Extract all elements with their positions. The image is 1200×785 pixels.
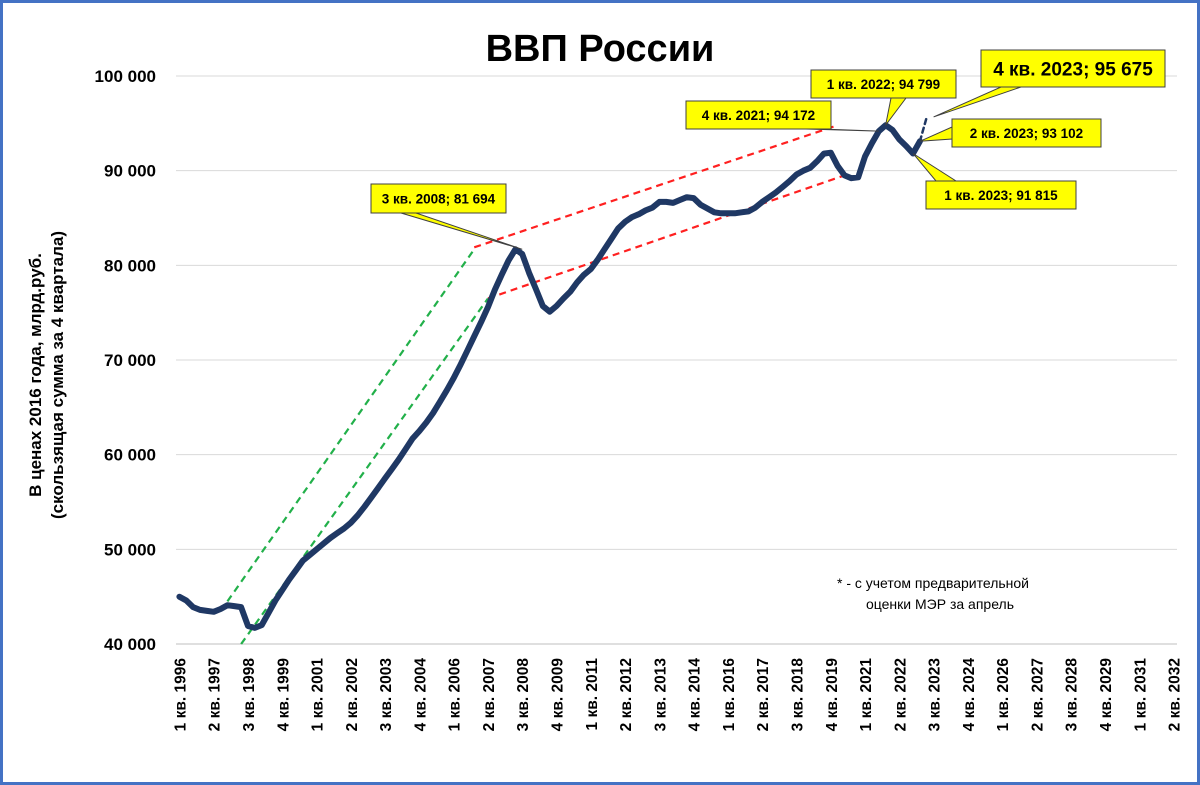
callout-label: 4 кв. 2021; 94 172 bbox=[702, 108, 815, 123]
x-tick-label: 2 кв. 2012 bbox=[618, 658, 635, 731]
x-tick-label: 1 кв. 2016 bbox=[721, 658, 738, 732]
x-tick-label: 2 кв. 2027 bbox=[1029, 658, 1046, 731]
y-axis-label-line1: В ценах 2016 года, млрд.руб. bbox=[26, 253, 45, 497]
y-tick-label: 80 000 bbox=[104, 256, 156, 275]
x-tick-label: 4 кв. 2004 bbox=[412, 658, 429, 732]
x-tick-label: 4 кв. 2019 bbox=[824, 658, 841, 732]
callout-label: 4 кв. 2023; 95 675 bbox=[993, 60, 1153, 81]
y-tick-label: 60 000 bbox=[104, 446, 156, 465]
note-line2: оценки МЭР за апрель bbox=[866, 596, 1014, 612]
series-lines bbox=[176, 115, 929, 631]
x-tick-label: 4 кв. 2009 bbox=[550, 658, 567, 732]
callout-label: 1 кв. 2022; 94 799 bbox=[827, 77, 940, 92]
gdp-line bbox=[176, 122, 923, 631]
x-tick-label: 3 кв. 1998 bbox=[241, 658, 258, 732]
x-tick-label: 2 кв. 1997 bbox=[207, 658, 224, 731]
chart-title: ВВП России bbox=[486, 28, 715, 70]
trend-line bbox=[487, 174, 845, 300]
x-tick-label: 1 кв. 2021 bbox=[858, 658, 875, 732]
x-tick-label: 1 кв. 1996 bbox=[172, 658, 189, 732]
x-tick-label: 2 кв. 2017 bbox=[755, 658, 772, 731]
callout-box bbox=[685, 100, 832, 130]
y-tick-label: 90 000 bbox=[104, 162, 156, 181]
y-tick-label: 50 000 bbox=[104, 540, 156, 559]
trend-line bbox=[226, 248, 476, 603]
trend-line bbox=[240, 297, 489, 645]
note-line1: * - с учетом предварительной bbox=[837, 575, 1029, 591]
callouts: 3 кв. 2008; 81 694 4 кв. 2021; 94 172 1 кв… bbox=[370, 49, 1166, 250]
x-tick-label: 3 кв. 2003 bbox=[378, 658, 395, 732]
y-tick-label: 70 000 bbox=[104, 351, 156, 370]
gdp-chart: ВВП России В ценах 2016 года, млрд.руб. … bbox=[26, 28, 1184, 732]
callout-box bbox=[370, 183, 507, 214]
callout-pointer bbox=[400, 212, 523, 250]
trend-line bbox=[473, 124, 838, 249]
x-tick-label: 1 кв. 2001 bbox=[310, 658, 327, 732]
callout-pointer bbox=[919, 126, 953, 142]
x-tick-label: 1 кв. 2031 bbox=[1132, 658, 1149, 732]
x-tick-label: 3 кв. 2013 bbox=[652, 658, 669, 732]
x-tick-label: 2 кв. 2007 bbox=[481, 658, 498, 731]
gdp-forecast-line bbox=[918, 115, 929, 143]
x-tick-label: 1 кв. 2006 bbox=[447, 658, 464, 732]
callout-box bbox=[980, 49, 1166, 88]
gridlines bbox=[176, 75, 1177, 645]
x-tick-label: 1 кв. 2011 bbox=[584, 658, 601, 731]
x-tick-labels: 1 кв. 1996 2 кв. 1997 3 кв. 1998 4 кв. 1999… bbox=[172, 658, 1183, 732]
x-tick-label: 3 кв. 2028 bbox=[1064, 658, 1081, 732]
callout-box bbox=[810, 69, 957, 99]
y-tick-labels: 40 000 50 000 60 000 70 000 80 000 90 000 100 … bbox=[95, 67, 156, 654]
y-tick-label: 40 000 bbox=[104, 635, 156, 654]
x-tick-label: 4 кв. 1999 bbox=[275, 658, 292, 732]
x-tick-label: 3 кв. 2023 bbox=[927, 658, 944, 732]
x-tick-label: 3 кв. 2008 bbox=[515, 658, 532, 732]
callout-label: 3 кв. 2008; 81 694 bbox=[382, 192, 496, 207]
x-tick-label: 4 кв. 2014 bbox=[687, 658, 704, 732]
x-tick-label: 1 кв. 2026 bbox=[995, 658, 1012, 732]
callout-pointer bbox=[912, 153, 958, 182]
y-tick-label: 100 000 bbox=[95, 67, 156, 86]
callout-pointer bbox=[885, 97, 907, 126]
callout-label: 1 кв. 2023; 91 815 bbox=[944, 188, 1058, 203]
x-tick-label: 2 кв. 2032 bbox=[1167, 658, 1184, 731]
callout-box bbox=[951, 118, 1102, 148]
x-tick-label: 4 кв. 2024 bbox=[961, 658, 978, 732]
y-axis-label-line2: (скользящая сумма за 4 квартала) bbox=[48, 231, 67, 519]
x-tick-label: 2 кв. 2002 bbox=[344, 658, 361, 731]
x-tick-label: 3 кв. 2018 bbox=[789, 658, 806, 732]
x-tick-label: 4 кв. 2029 bbox=[1098, 658, 1115, 732]
callout-label: 2 кв. 2023; 93 102 bbox=[970, 126, 1083, 141]
trend-lines bbox=[226, 124, 845, 645]
x-tick-label: 2 кв. 2022 bbox=[892, 658, 909, 731]
callout-box bbox=[925, 180, 1077, 210]
